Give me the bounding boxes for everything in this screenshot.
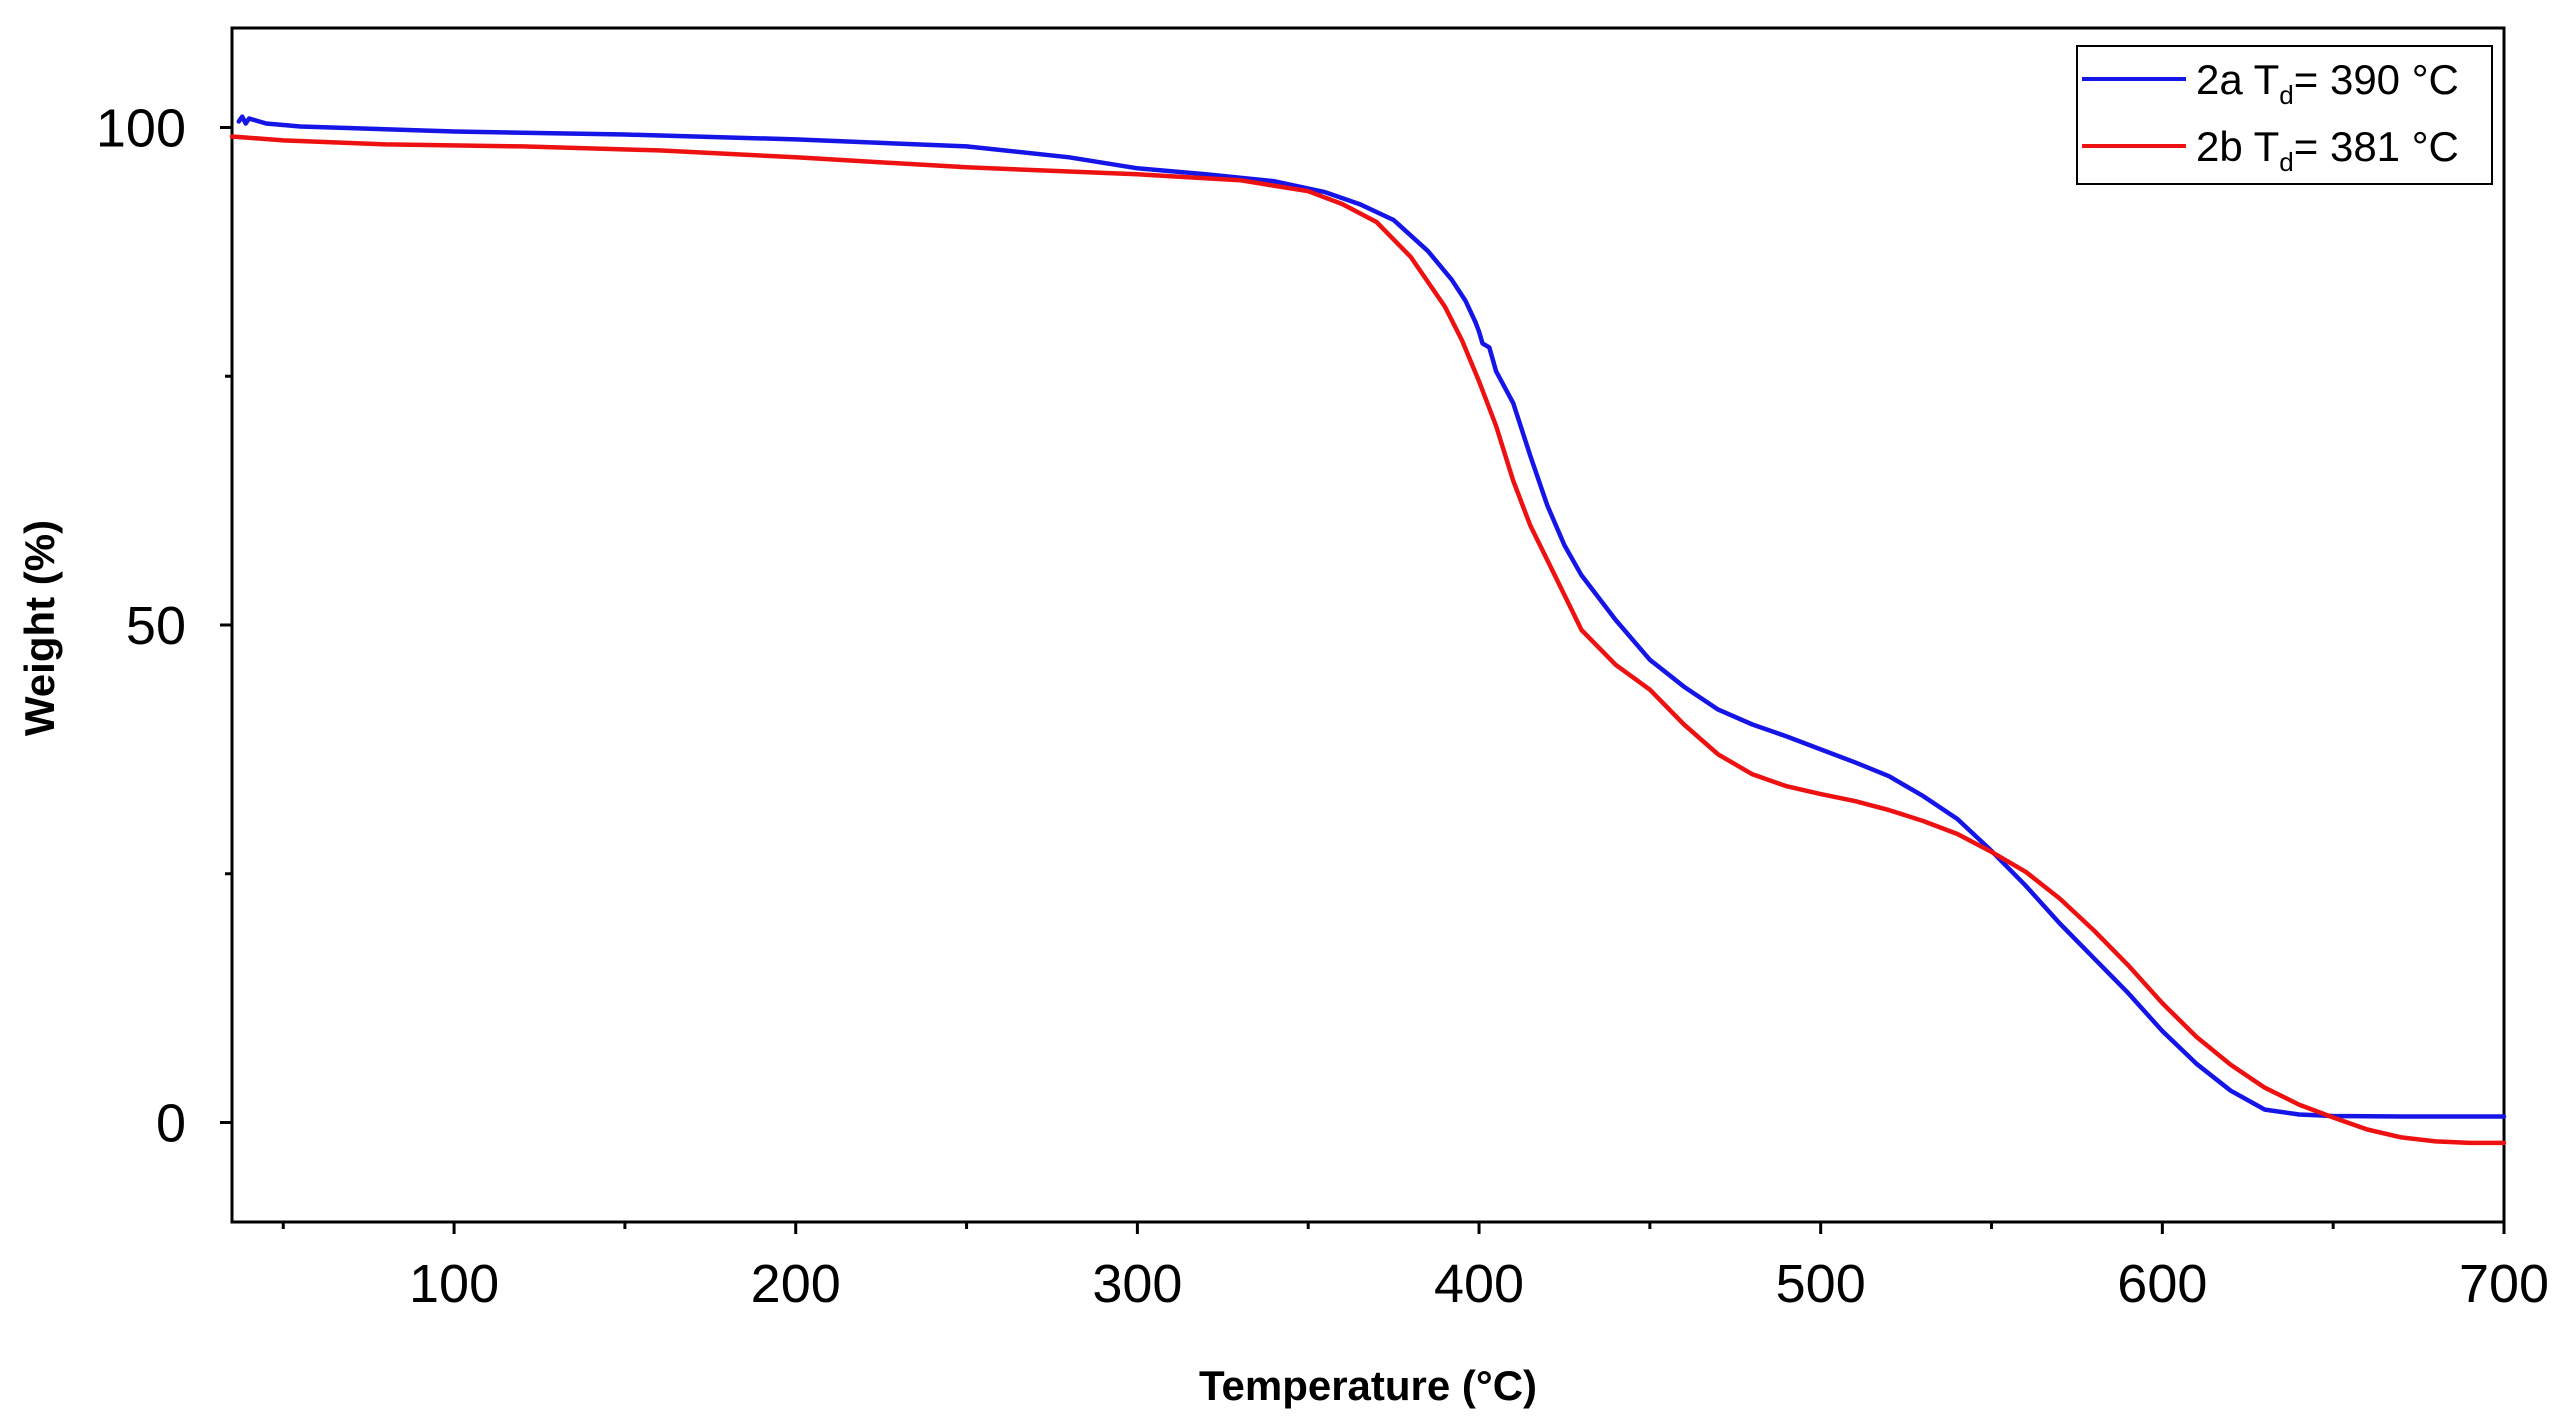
y-tick-label: 100 <box>96 99 186 159</box>
series-line-2a <box>236 114 2507 1119</box>
y-tick-label: 50 <box>126 596 186 656</box>
x-tick-label: 500 <box>1776 1254 1866 1314</box>
x-tick-label: 400 <box>1434 1254 1524 1314</box>
y-tick-label: 0 <box>156 1094 186 1154</box>
ticks-layer: 100 200 300 400 500 600 700 0 50 100 <box>96 99 2549 1315</box>
x-tick-label: 300 <box>1092 1254 1182 1314</box>
legend-label-2a: 2a Td= 390 °C <box>2196 56 2459 110</box>
x-tick-label: 700 <box>2459 1254 2549 1314</box>
x-tick-label: 600 <box>2117 1254 2207 1314</box>
series-layer <box>229 114 2507 1146</box>
legend: 2a Td= 390 °C 2b Td= 381 °C <box>2076 45 2493 185</box>
x-tick-label: 200 <box>751 1254 841 1314</box>
series-line-2b <box>229 134 2507 1146</box>
x-axis-title: Temperature (°C) <box>1199 1362 1537 1409</box>
y-axis-title: Weight (%) <box>16 520 63 736</box>
legend-box <box>2076 45 2493 185</box>
x-tick-label: 100 <box>409 1254 499 1314</box>
legend-label-2b: 2b Td= 381 °C <box>2196 123 2459 177</box>
